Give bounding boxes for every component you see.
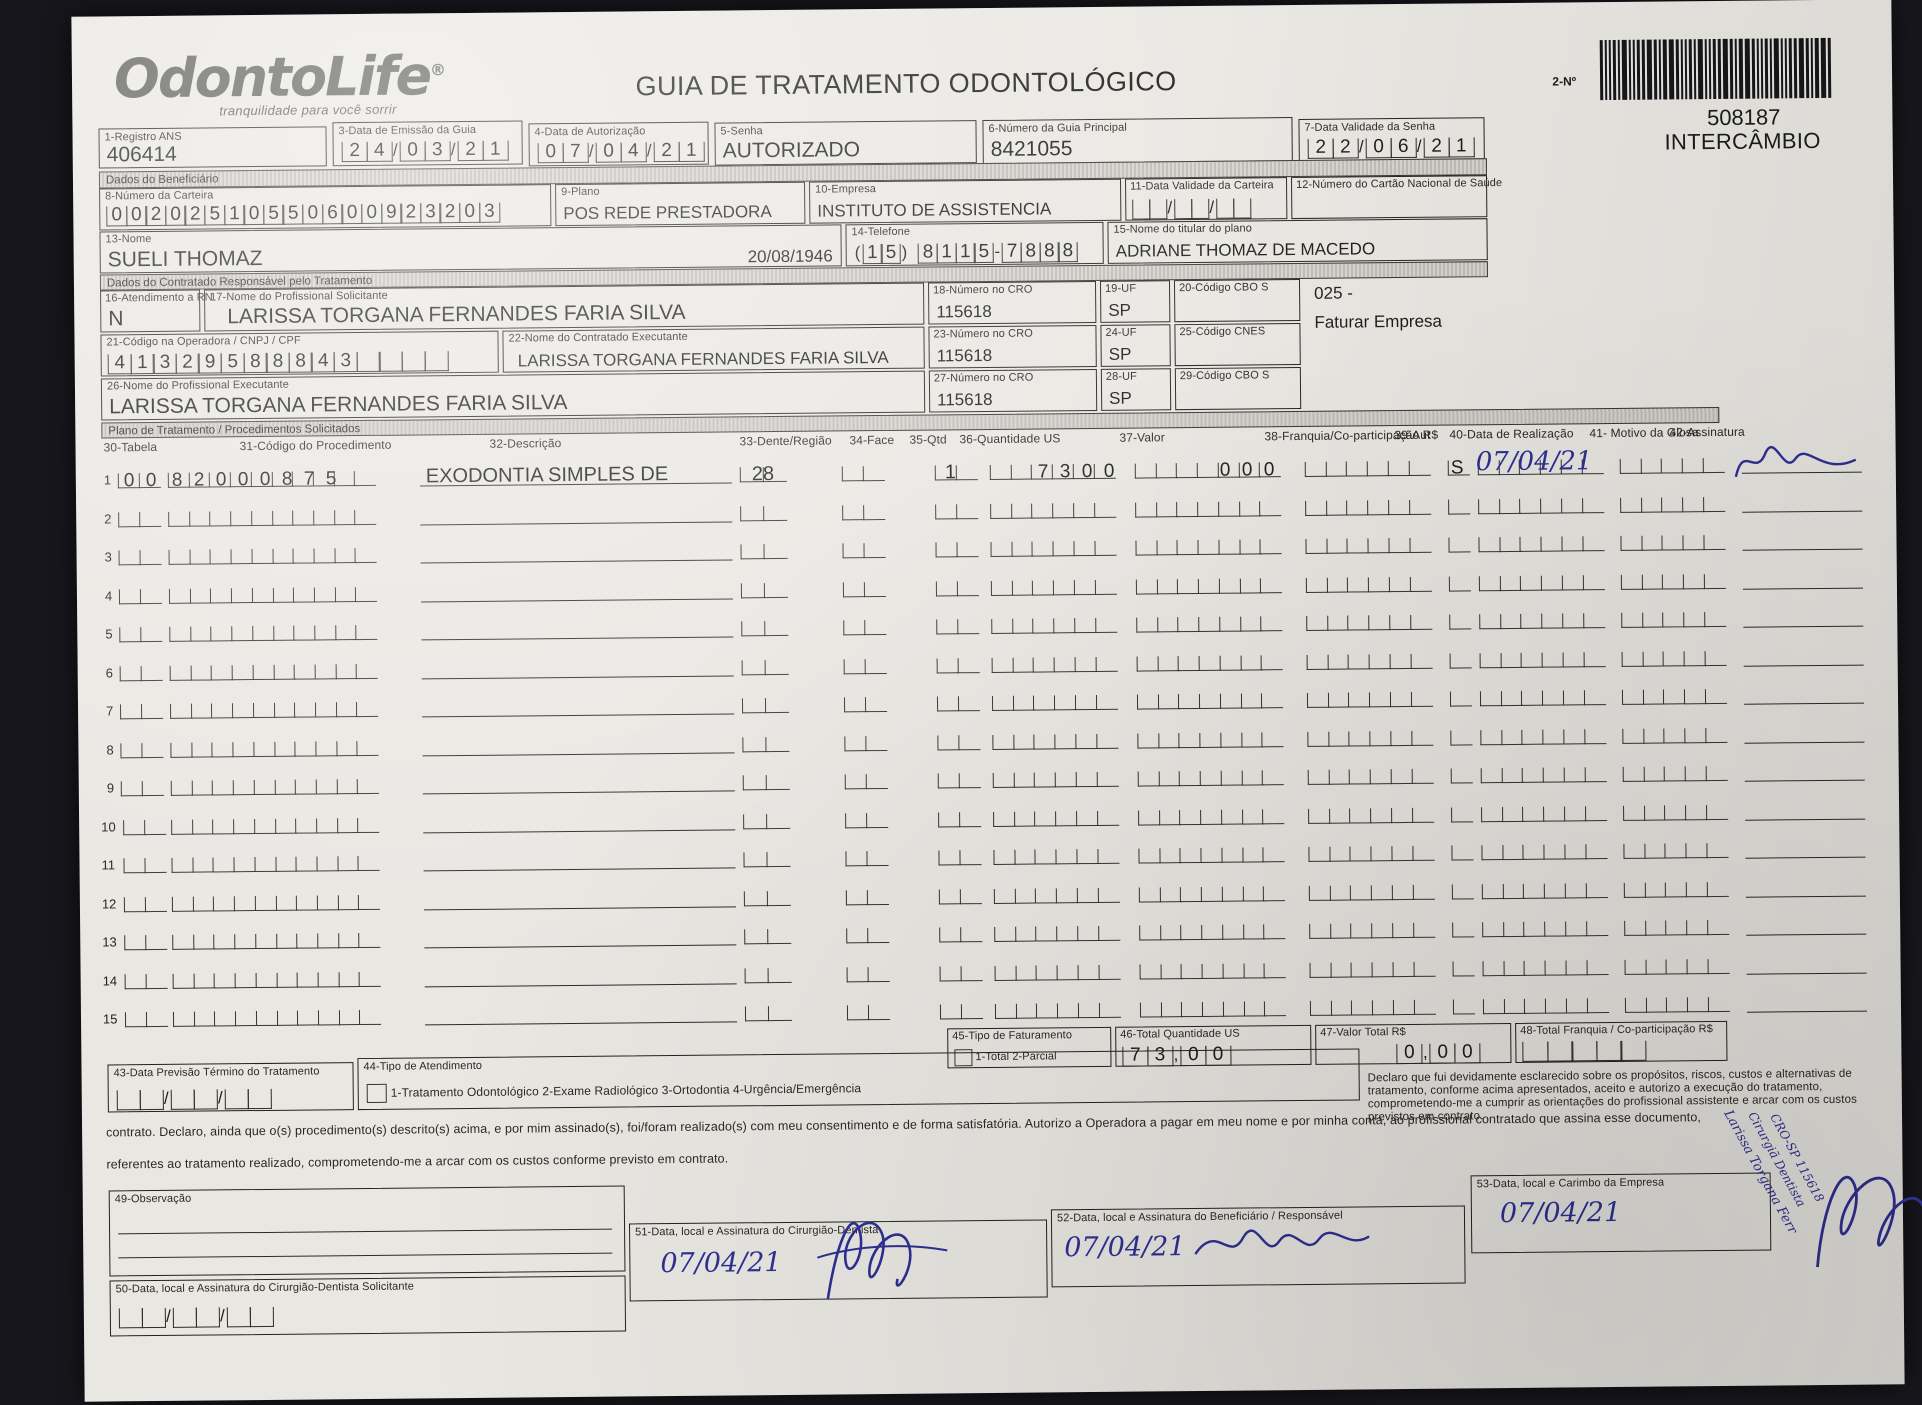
field-cbo-executante[interactable]: 29-Código CBO S [1174, 366, 1302, 411]
treatment-rows: 1 2 3 4 5 6 7 8 9 10 11 12 13 14 15 [86, 11, 1876, 1028]
atendimento-rn-value: N [108, 307, 124, 331]
field-assinatura-cirurgiao-dentista[interactable]: 51-Data, local e Assinatura do Cirurgião… [629, 1219, 1048, 1302]
svg-text:CRO-SP 115618: CRO-SP 115618 [1767, 1111, 1827, 1205]
field-senha[interactable]: 5-Senha AUTORIZADO [714, 120, 977, 166]
contratado-executante-value: LARISSA TORGANA FERNANDES FARIA SILVA [517, 347, 889, 371]
treatment-row-1[interactable]: 0 0 8 2 0 0 0 8 7 5 EXODONTIA SIMPLES DE 28 1 7 3 0 0 0 0 0… [86, 11, 1876, 491]
brand-name: OdontoLife [113, 44, 431, 111]
field-empresa[interactable]: 10-Empresa INSTITUTO DE ASSISTENCIA [809, 178, 1122, 224]
registered-mark-icon: ® [429, 60, 445, 80]
field-tipo-atendimento[interactable]: 44-Tipo de Atendimento 1-Tratamento Odon… [357, 1048, 1360, 1111]
row1-qtd: 1 [944, 461, 957, 484]
col-header-12: 42-Assinatura [1669, 424, 1745, 440]
row1-data-realizacao: 07/04/21 [1475, 446, 1593, 478]
field-nome-beneficiario[interactable]: 13-Nome SUELI THOMAZ 20/08/1946 [99, 224, 842, 274]
row1-dente: 28 [751, 463, 775, 486]
field-cro-executante[interactable]: 23-Número no CRO 115618 [928, 324, 1097, 369]
field-plano[interactable]: 9-Plano POS REDE PRESTADORA [555, 181, 806, 227]
plano-value: POS REDE PRESTADORA [563, 202, 772, 224]
col-header-3: 33-Dente/Região [739, 433, 832, 449]
field-uf-solicitante[interactable]: 19-UF SP [1099, 280, 1171, 323]
row1-signature-icon [1734, 445, 1857, 478]
exchange-label: INTERCÂMBIO [1664, 127, 1821, 155]
signature-scribble-company [1816, 1175, 1922, 1268]
field-titular-plano[interactable]: 15-Nome do titular do plano ADRIANE THOM… [1107, 218, 1488, 264]
field-registro-ans[interactable]: 1-Registro ANS 406414 [98, 126, 327, 169]
uf-solicitante-value: SP [1108, 300, 1132, 320]
cro-solicitante-value: 115618 [936, 301, 992, 322]
nome-beneficiario-value: SUELI THOMAZ [107, 246, 263, 272]
field-uf-profissional-executante[interactable]: 28-UF SP [1100, 368, 1172, 411]
assinatura-cd-date: 07/04/21 [660, 1247, 782, 1280]
guia-principal-value: 8421055 [990, 137, 1073, 161]
field-carimbo-empresa[interactable]: 53-Data, local e Carimbo da Empresa 07/0… [1470, 1172, 1772, 1254]
col-header-1: 31-Código do Procedimento [239, 437, 392, 454]
registro-ans-value: 406414 [106, 142, 177, 167]
field-uf-executante[interactable]: 24-UF SP [1100, 324, 1171, 367]
cro-executante-value: 115618 [936, 345, 993, 366]
empresa-value: INSTITUTO DE ASSISTENCIA [817, 199, 1052, 221]
brand-logo: OdontoLife® tranquilidade para você sorr… [114, 43, 444, 119]
col-header-5: 35-Qtd [909, 432, 947, 447]
col-header-6: 36-Quantidade US [959, 431, 1061, 447]
field-validade-senha[interactable]: 7-Data Validade da Senha 2 2/0 6/2 1 [1298, 117, 1485, 163]
field-data-emissao[interactable]: 3-Data de Emissão da Guia 2 4/0 3/2 1 [332, 120, 523, 167]
treatment-column-headers: 30-Tabela 31-Código do Procedimento 32-Des… [86, 11, 1876, 455]
uf-profissional-executante-value: SP [1109, 388, 1132, 408]
billing-note-code: 025 - [1314, 283, 1353, 303]
row1-aut: S [1450, 457, 1464, 479]
field-previsao-termino[interactable]: 43-Data Previsão Término do Tratamento /… [107, 1062, 354, 1113]
field-observacao[interactable]: 49-Observação [108, 1185, 626, 1277]
senha-value: AUTORIZADO [722, 138, 861, 163]
carimbo-empresa-date: 07/04/21 [1499, 1196, 1622, 1230]
brand-tagline: tranquilidade para você sorrir [219, 101, 397, 119]
barcode-value: 508187 [1706, 104, 1781, 131]
field-cnes[interactable]: 25-Código CNES [1174, 322, 1301, 367]
page-title: GUIA DE TRATAMENTO ODONTOLÓGICO [635, 66, 1177, 102]
field-guia-principal[interactable]: 6-Número da Guia Principal 8421055 [982, 117, 1293, 165]
declaration-line-2: referentes ao tratamento realizado, comp… [106, 1151, 729, 1172]
tipo-atendimento-checkbox[interactable] [366, 1083, 387, 1103]
field-total-franquia[interactable]: 48-Total Franquia / Co-participação R$ [1515, 1020, 1728, 1063]
col-header-0: 30-Tabela [103, 439, 158, 455]
profissional-executante-value: LARISSA TORGANA FERNANDES FARIA SILVA [109, 391, 568, 419]
field-validade-carteira[interactable]: 11-Data Validade da Carteira / / [1124, 177, 1288, 221]
barcode [1599, 37, 1863, 101]
field-cbo-solicitante[interactable]: 20-Código CBO S [1173, 278, 1301, 323]
billing-note: 025 - Faturar Empresa [1314, 282, 1442, 333]
field-atendimento-rn[interactable]: 16-Atendimento a RN N [100, 289, 213, 333]
col-header-7: 37-Valor [1119, 430, 1165, 445]
billing-note-text: Faturar Empresa [1314, 311, 1443, 332]
col-header-2: 32-Descrição [489, 436, 562, 451]
field-cro-profissional-executante[interactable]: 27-Número no CRO 115618 [928, 368, 1098, 413]
col-header-9: 39-Aut [1394, 427, 1431, 443]
field-contratado-executante[interactable]: 22-Nome do Contratado Executante LARISSA… [502, 326, 925, 373]
assinatura-beneficiario-date: 07/04/21 [1064, 1231, 1186, 1264]
field-data-autorizacao[interactable]: 4-Data de Autorização 0 7/0 4/2 1 [528, 121, 709, 167]
field-profissional-executante[interactable]: 26-Nome do Profissional Executante LARIS… [100, 370, 926, 421]
field-assinatura-cd-solicitante[interactable]: 50-Data, local e Assinatura do Cirurgião… [109, 1275, 627, 1337]
field-cro-solicitante[interactable]: 18-Número no CRO 115618 [927, 280, 1097, 325]
col-header-4: 34-Face [849, 432, 895, 448]
field-profissional-solicitante[interactable]: 17-Nome do Profissional Solicitante LARI… [204, 282, 925, 332]
row1-descricao: EXODONTIA SIMPLES DE [425, 463, 669, 488]
barcode-number-label: 2-Nº [1552, 74, 1577, 89]
declaration-line-1: contrato. Declaro, ainda que o(s) proced… [106, 1110, 1702, 1140]
uf-executante-value: SP [1108, 344, 1132, 364]
birthdate-value: 20/08/1946 [747, 246, 833, 267]
col-header-10: 40-Data de Realização [1449, 426, 1574, 442]
profissional-solicitante-value: LARISSA TORGANA FERNANDES FARIA SILVA [227, 300, 686, 329]
form-paper: OdontoLife® tranquilidade para você sorr… [71, 0, 1922, 1402]
cro-profissional-executante-value: 115618 [937, 389, 993, 410]
field-assinatura-beneficiario[interactable]: 52-Data, local e Assinatura do Beneficiá… [1050, 1205, 1466, 1288]
field-cartao-nacional[interactable]: 12-Número do Cartão Nacional de Saúde [1290, 175, 1502, 220]
titular-plano-value: ADRIANE THOMAZ DE MACEDO [1115, 239, 1376, 261]
